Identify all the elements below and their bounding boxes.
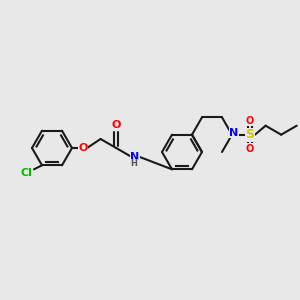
Text: Cl: Cl: [20, 168, 32, 178]
Text: O: O: [246, 116, 254, 126]
Text: S: S: [245, 128, 254, 141]
Text: O: O: [78, 143, 88, 153]
Text: H: H: [130, 160, 137, 169]
Text: O: O: [246, 144, 254, 154]
Text: O: O: [112, 120, 121, 130]
Text: N: N: [230, 128, 238, 138]
Text: N: N: [130, 152, 140, 162]
